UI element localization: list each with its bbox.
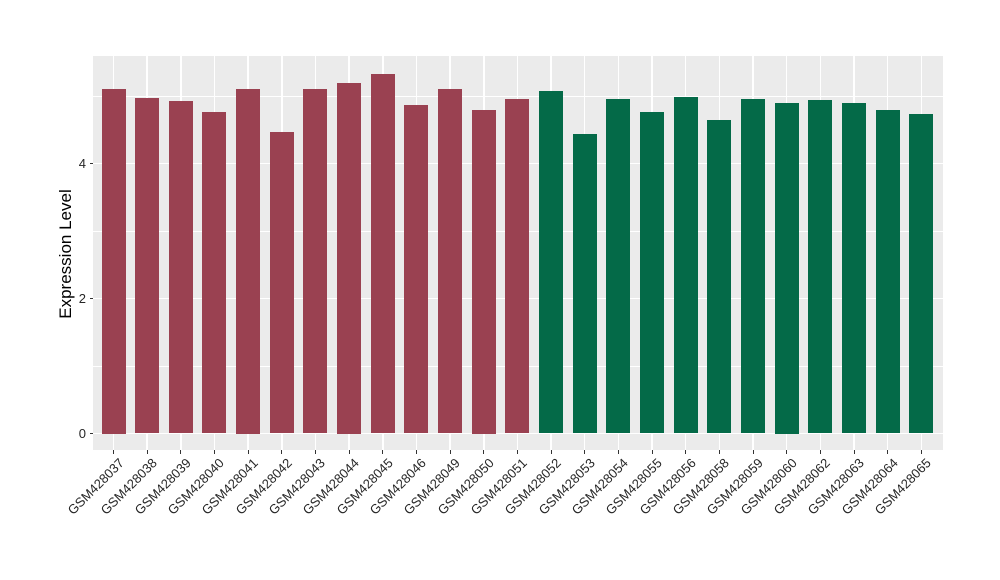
- bar-GSM428042: [269, 131, 294, 434]
- y-axis-title: Expression Level: [56, 189, 75, 319]
- bar-GSM428058: [707, 120, 732, 434]
- x-tick-mark: [685, 450, 687, 454]
- y-tick-label-0: 0: [78, 426, 86, 441]
- bar-GSM428055: [640, 111, 665, 434]
- bar-GSM428065: [909, 114, 934, 434]
- x-tick-mark: [617, 450, 619, 454]
- x-tick-mark: [348, 450, 350, 454]
- y-tick-label-4: 4: [78, 156, 86, 171]
- x-tick-mark: [920, 450, 922, 454]
- x-tick-mark: [314, 450, 316, 454]
- y-tick-mark-0: [89, 433, 93, 434]
- x-tick-mark: [887, 450, 889, 454]
- bar-GSM428039: [168, 100, 193, 434]
- bar-GSM428053: [572, 133, 597, 434]
- x-tick-mark: [819, 450, 821, 454]
- bar-GSM428041: [236, 89, 261, 434]
- y-tick-mark-2: [89, 298, 93, 299]
- bar-GSM428054: [606, 98, 631, 434]
- x-tick-mark: [281, 450, 283, 454]
- bar-GSM428051: [505, 98, 530, 434]
- bar-GSM428052: [539, 91, 564, 434]
- x-tick-mark: [247, 450, 249, 454]
- bar-GSM428040: [202, 112, 227, 434]
- bar-GSM428062: [808, 100, 833, 434]
- x-tick-mark: [146, 450, 148, 454]
- y-tick-mark-4: [89, 163, 93, 164]
- bar-GSM428063: [842, 103, 867, 434]
- x-tick-mark: [550, 450, 552, 454]
- bar-GSM428049: [438, 88, 463, 434]
- x-tick-mark: [786, 450, 788, 454]
- bar-GSM428037: [101, 89, 126, 434]
- x-tick-mark: [382, 450, 384, 454]
- x-tick-mark: [113, 450, 114, 454]
- x-tick-mark: [853, 450, 855, 454]
- bar-GSM428044: [337, 82, 362, 434]
- x-tick-mark: [584, 450, 586, 454]
- bar-GSM428064: [875, 110, 900, 434]
- bar-GSM428056: [673, 96, 698, 434]
- bar-GSM428043: [303, 88, 328, 434]
- x-tick-mark: [180, 450, 182, 454]
- bar-GSM428038: [135, 98, 160, 434]
- x-tick-mark: [449, 450, 451, 454]
- bar-GSM428059: [741, 98, 766, 434]
- bar-GSM428046: [404, 104, 429, 434]
- bar-GSM428050: [471, 109, 496, 434]
- x-tick-mark: [516, 450, 518, 454]
- plot-panel: [93, 56, 943, 450]
- x-tick-mark: [718, 450, 720, 454]
- x-tick-mark: [752, 450, 754, 454]
- x-tick-mark: [651, 450, 653, 454]
- x-tick-mark: [483, 450, 485, 454]
- x-tick-mark: [213, 450, 215, 454]
- y-tick-label-2: 2: [78, 291, 86, 306]
- x-tick-mark: [415, 450, 417, 454]
- bar-GSM428060: [774, 102, 799, 434]
- bar-GSM428045: [370, 73, 395, 434]
